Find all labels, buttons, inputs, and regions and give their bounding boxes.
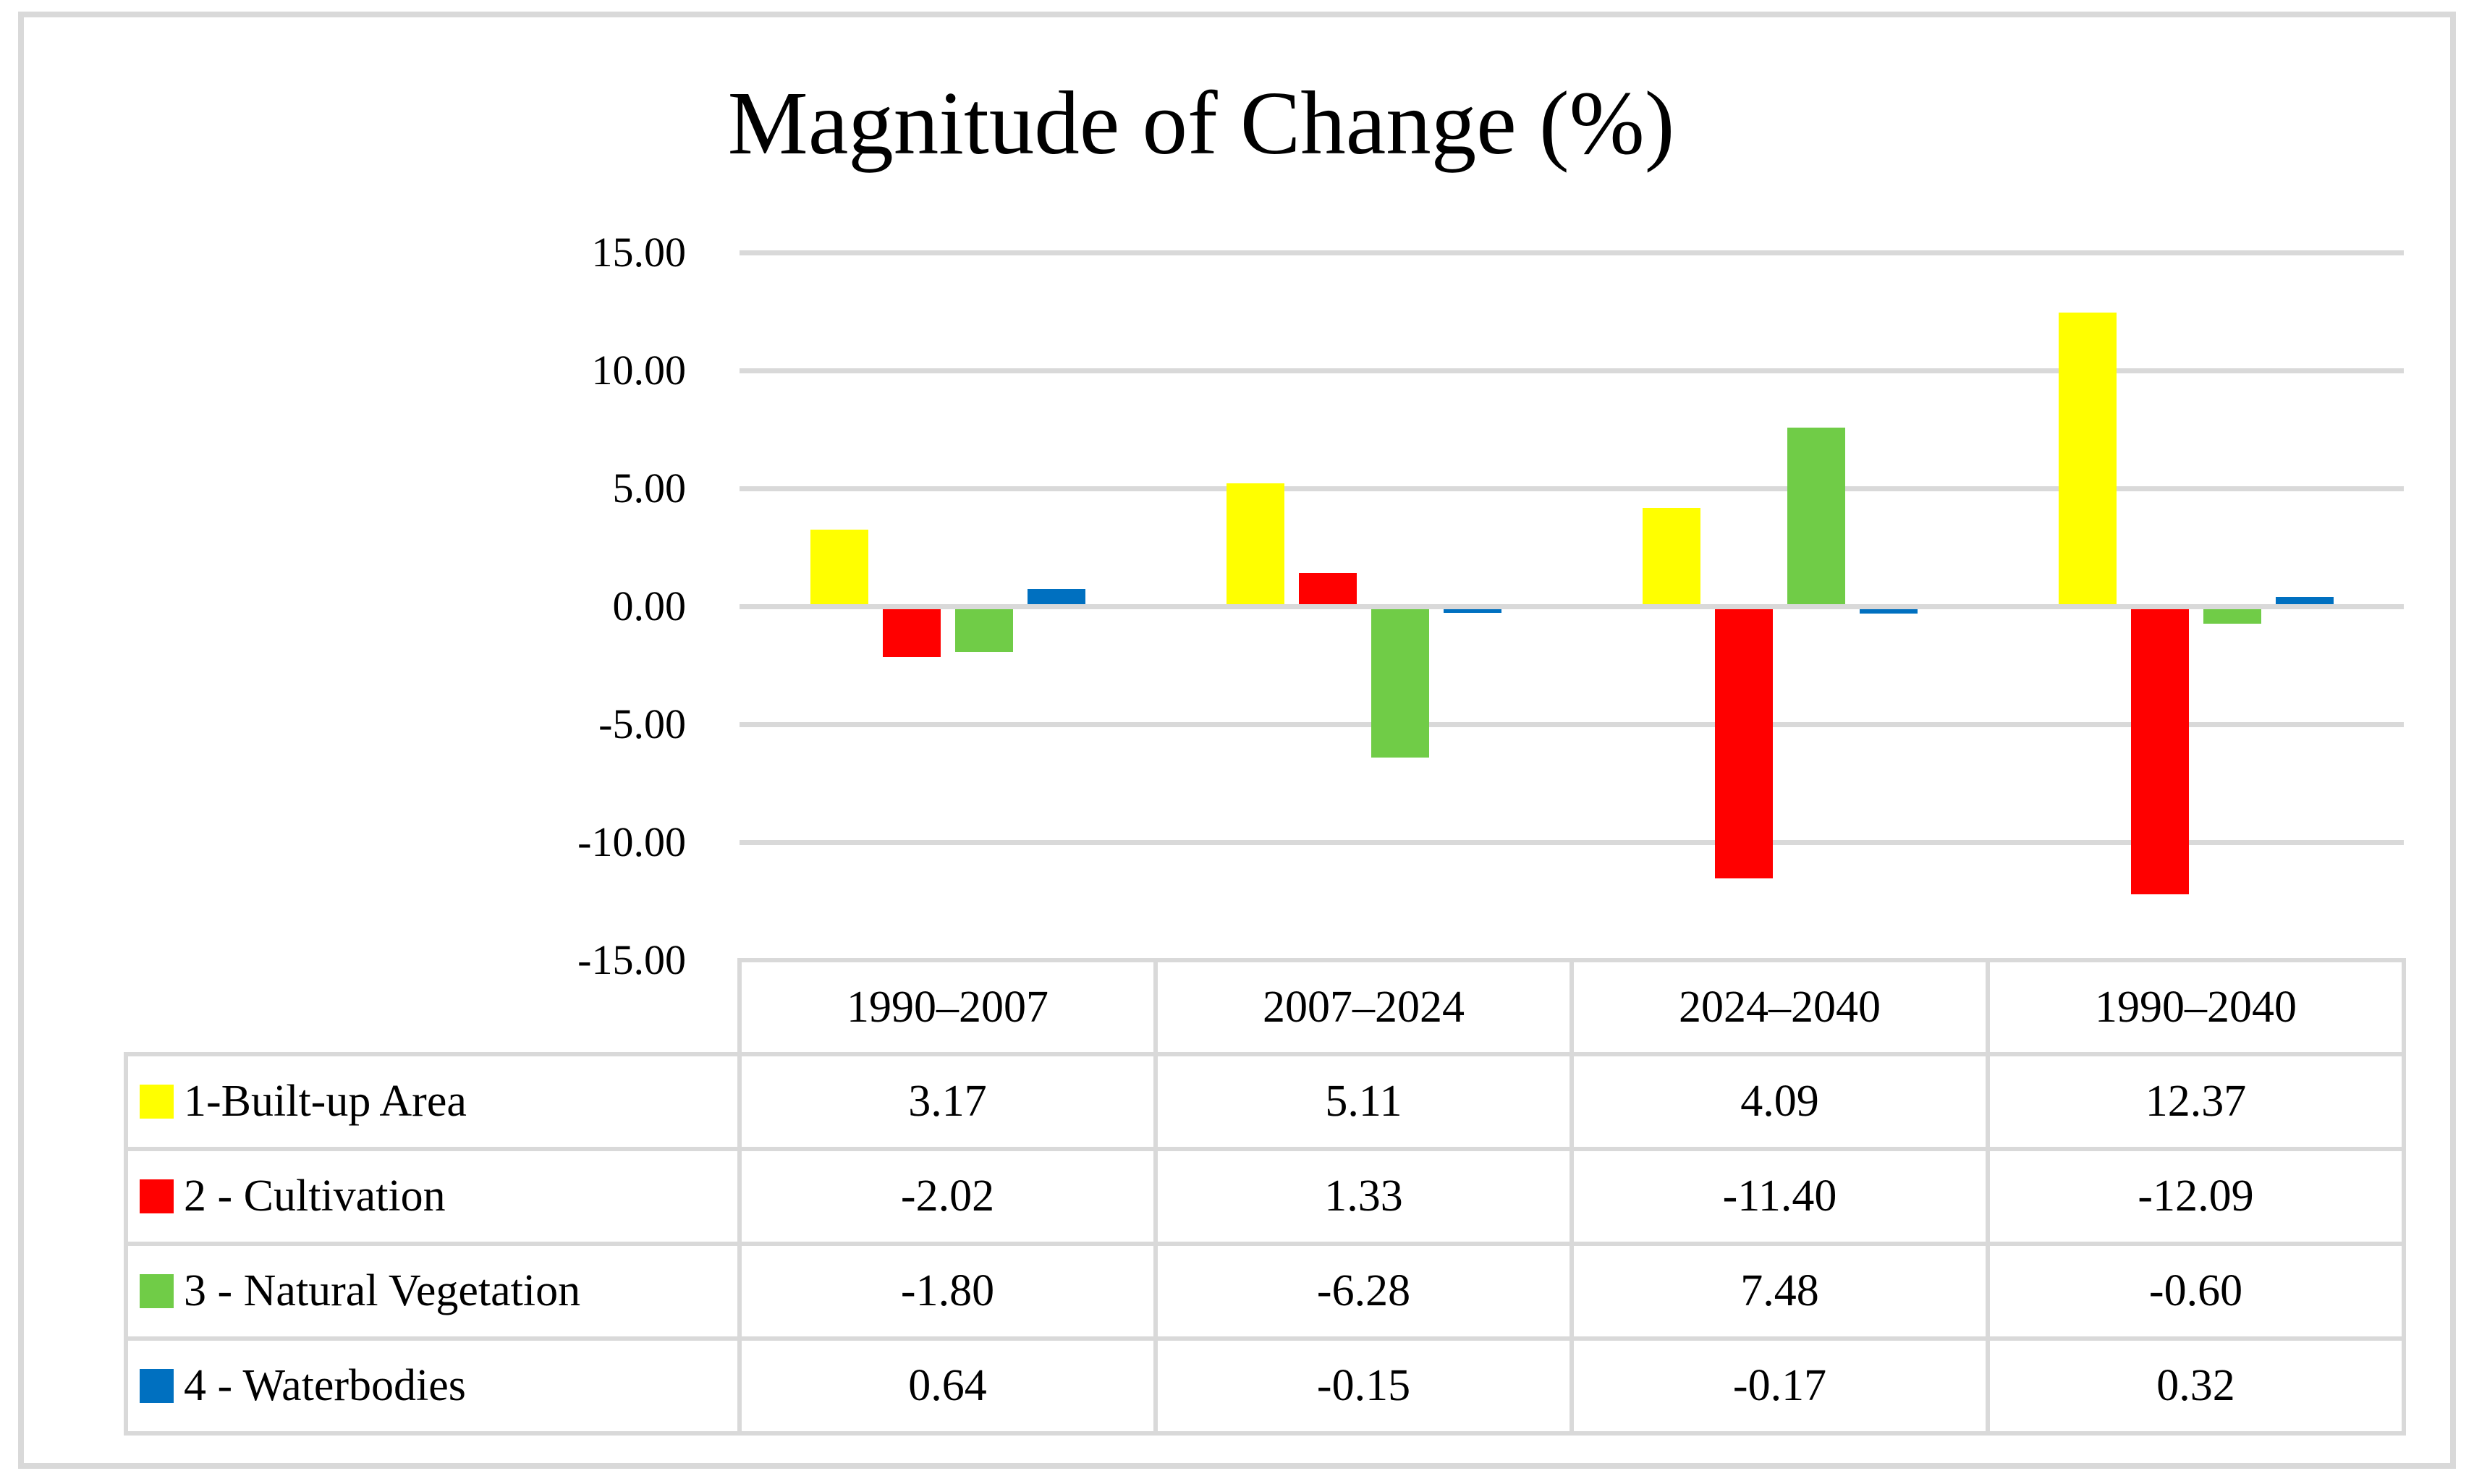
bar [882, 609, 941, 657]
gridline-15 [740, 250, 2404, 255]
table-value: -0.15 [1153, 1336, 1574, 1436]
legend-swatch-waterbodies [140, 1369, 174, 1403]
legend-cell: 4 - Waterbodies [124, 1336, 742, 1436]
bar [2058, 313, 2117, 604]
data-table: 1990–2007 2007–2024 2024–2040 1990–2040 … [124, 958, 2406, 1436]
legend-label: 1-Built-up Area [184, 1077, 467, 1126]
bar [1443, 609, 1501, 613]
table-value: 3.17 [737, 1052, 1158, 1151]
legend-cell: 2 - Cultivation [124, 1147, 742, 1246]
gridline-10 [740, 368, 2404, 373]
y-tick-label: -10.00 [577, 818, 686, 865]
bar [2130, 609, 2189, 894]
column-header: 1990–2007 [737, 958, 1158, 1056]
table-value: 7.48 [1569, 1242, 1990, 1341]
bar [954, 609, 1013, 652]
table-value: -0.17 [1569, 1336, 1990, 1436]
legend-label: 2 - Cultivation [184, 1171, 446, 1221]
table-value: -1.80 [737, 1242, 1158, 1341]
table-value: 5.11 [1153, 1052, 1574, 1151]
table-value: -12.09 [1986, 1147, 2406, 1246]
table-header-row: 1990–2007 2007–2024 2024–2040 1990–2040 [126, 958, 2406, 1056]
table-row: 3 - Natural Vegetation -1.80 -6.28 7.48 … [124, 1242, 2406, 1341]
y-tick-label: -5.00 [598, 700, 686, 747]
figure-border [18, 12, 2456, 1469]
bar [1714, 609, 1773, 878]
bar [1226, 483, 1284, 604]
legend-label: 3 - Natural Vegetation [184, 1266, 581, 1315]
table-row: 1-Built-up Area 3.17 5.11 4.09 12.37 [124, 1052, 2406, 1151]
bar [810, 530, 868, 604]
bar [1642, 508, 1700, 604]
y-tick-label: 10.00 [591, 347, 687, 394]
table-value: -6.28 [1153, 1242, 1574, 1341]
legend-swatch-cultivation [140, 1179, 174, 1213]
table-value: -0.60 [1986, 1242, 2406, 1341]
gridline-0 [740, 604, 2404, 609]
gridline-5 [740, 486, 2404, 491]
table-row: 4 - Waterbodies 0.64 -0.15 -0.17 0.32 [124, 1336, 2406, 1436]
y-tick-label: 0.00 [612, 582, 687, 629]
bar [1027, 589, 1085, 604]
table-value: 4.09 [1569, 1052, 1990, 1151]
table-value: 12.37 [1986, 1052, 2406, 1151]
bar [1371, 609, 1429, 758]
legend-cell: 3 - Natural Vegetation [124, 1242, 742, 1341]
y-tick-label: 5.00 [612, 465, 687, 512]
table-value: -2.02 [737, 1147, 1158, 1246]
bar [1787, 428, 1845, 604]
table-value: 1.33 [1153, 1147, 1574, 1246]
legend-cell: 1-Built-up Area [124, 1052, 742, 1151]
column-header: 1990–2040 [1986, 958, 2406, 1056]
bar [2275, 597, 2334, 604]
table-value: 0.64 [737, 1336, 1158, 1436]
gridline-neg5 [740, 722, 2404, 727]
y-tick-label: 15.00 [591, 229, 687, 276]
gridline-neg10 [740, 840, 2404, 845]
legend-label: 4 - Waterbodies [184, 1361, 466, 1410]
bar [2203, 609, 2261, 624]
table-corner-cell [126, 960, 742, 1056]
bar [1298, 573, 1357, 604]
column-header: 2007–2024 [1153, 958, 1574, 1056]
column-header: 2024–2040 [1569, 958, 1990, 1056]
legend-swatch-built-up [140, 1085, 174, 1119]
table-value: -11.40 [1569, 1147, 1990, 1246]
legend-swatch-natural-vegetation [140, 1274, 174, 1308]
chart-title: Magnitude of Change (%) [727, 74, 1675, 174]
table-value: 0.32 [1986, 1336, 2406, 1436]
bar [1859, 609, 1918, 614]
table-row: 2 - Cultivation -2.02 1.33 -11.40 -12.09 [124, 1147, 2406, 1246]
